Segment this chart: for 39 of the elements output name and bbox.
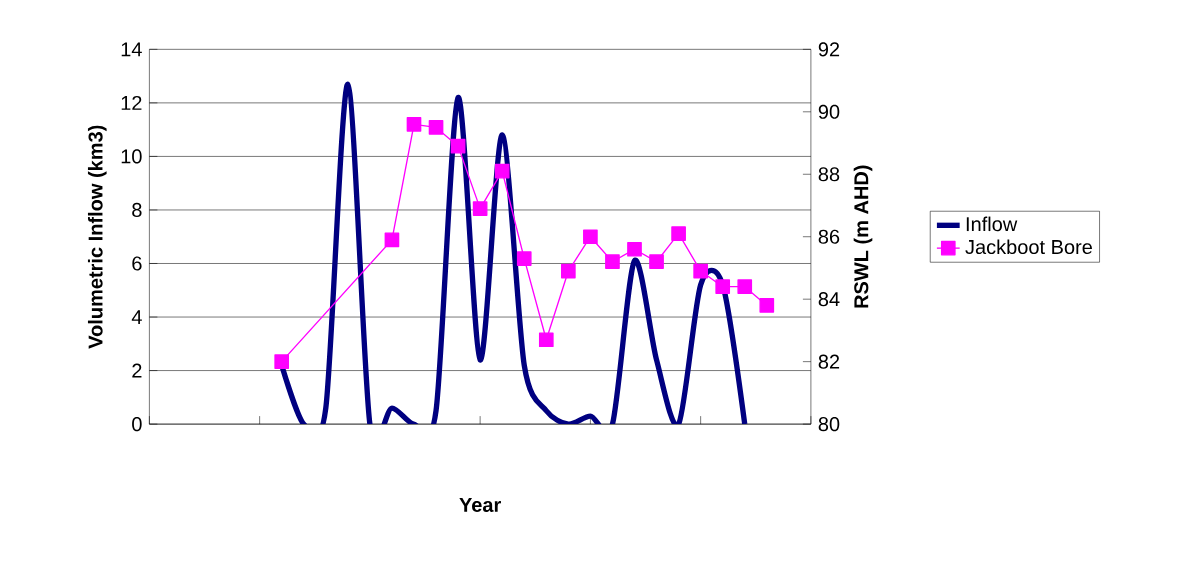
y2-tick-label: 82 <box>818 354 840 369</box>
y-tick-label: 14 <box>121 42 142 56</box>
x-axis-title: Year <box>459 497 501 512</box>
point <box>627 241 642 257</box>
point <box>538 332 554 347</box>
point <box>671 226 686 241</box>
point <box>406 116 422 132</box>
y-axis-title: Volumetric Inflow (km3) <box>87 125 107 349</box>
point <box>583 229 598 244</box>
point <box>561 263 576 279</box>
y-tick-label: 8 <box>132 202 142 217</box>
point <box>428 119 444 135</box>
y2-tick-label: 88 <box>818 166 840 182</box>
legend-label: Jackboot Bore <box>965 239 1092 254</box>
point <box>649 254 664 269</box>
y-tick-label: 2 <box>132 363 142 378</box>
point <box>759 297 775 313</box>
y2-tick-label: 86 <box>818 229 840 244</box>
y-tick-label: 10 <box>121 149 142 164</box>
y2-tick-label: 92 <box>818 42 840 57</box>
point <box>274 354 290 369</box>
point <box>605 254 620 269</box>
point <box>516 251 532 266</box>
y-tick-label: 12 <box>121 95 142 110</box>
y2-tick-label: 80 <box>818 416 840 431</box>
point <box>737 279 753 294</box>
y-tick-label: 4 <box>131 309 142 324</box>
point <box>472 201 488 216</box>
point <box>494 163 510 179</box>
point <box>693 263 708 279</box>
legend-label: Inflow <box>966 216 1018 232</box>
y-tick-label: 0 <box>132 416 142 431</box>
point <box>715 279 731 294</box>
y2-axis-title: RSWL (m AHD) <box>853 165 873 308</box>
y2-tick-label: 84 <box>818 291 840 307</box>
y2-tick-label: 90 <box>818 104 840 119</box>
point <box>450 138 466 154</box>
point <box>384 232 400 247</box>
y-tick-label: 6 <box>132 256 142 271</box>
